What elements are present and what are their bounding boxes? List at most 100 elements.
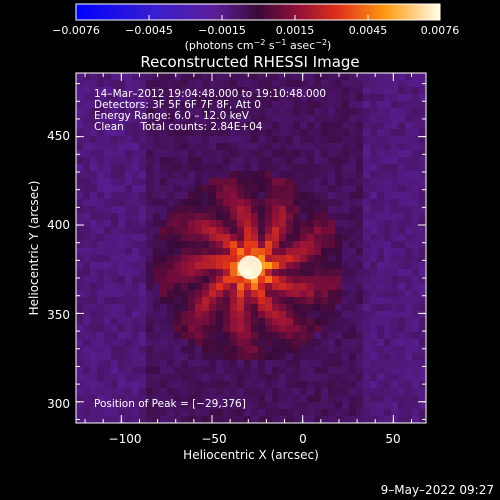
heatmap-cell xyxy=(328,143,335,150)
heatmap-cell xyxy=(363,80,370,87)
heatmap-cell xyxy=(118,80,125,87)
heatmap-cell xyxy=(342,178,349,185)
heatmap-cell xyxy=(181,374,188,381)
heatmap-cell xyxy=(321,381,328,388)
heatmap-cell xyxy=(139,227,146,234)
heatmap-cell xyxy=(272,178,279,185)
heatmap-cell xyxy=(202,199,209,206)
heatmap-cell xyxy=(321,276,328,283)
heatmap-cell xyxy=(153,94,160,101)
heatmap-cell xyxy=(363,402,370,409)
heatmap-cell xyxy=(216,199,223,206)
heatmap-cell xyxy=(398,227,405,234)
heatmap-cell xyxy=(188,353,195,360)
heatmap-cell xyxy=(97,339,104,346)
heatmap-cell xyxy=(300,395,307,402)
heatmap-cell xyxy=(342,122,349,129)
heatmap-cell xyxy=(286,283,293,290)
heatmap-cell xyxy=(251,367,258,374)
heatmap-cell xyxy=(195,395,202,402)
heatmap-cell xyxy=(97,129,104,136)
heatmap-cell xyxy=(363,108,370,115)
heatmap-cell xyxy=(342,136,349,143)
heatmap-cell xyxy=(153,157,160,164)
heatmap-cell xyxy=(321,339,328,346)
heatmap-cell xyxy=(244,360,251,367)
heatmap-cell xyxy=(321,73,328,80)
heatmap-cell xyxy=(412,325,419,332)
heatmap-cell xyxy=(272,129,279,136)
heatmap-cell xyxy=(286,101,293,108)
heatmap-cell xyxy=(349,339,356,346)
colorbar-tick-label: 0.0076 xyxy=(421,24,460,37)
heatmap-cell xyxy=(272,164,279,171)
heatmap-cell xyxy=(167,94,174,101)
heatmap-cell xyxy=(398,248,405,255)
heatmap-cell xyxy=(244,108,251,115)
heatmap-cell xyxy=(202,157,209,164)
heatmap-cell xyxy=(286,395,293,402)
x-tick-label: −50 xyxy=(201,432,226,446)
heatmap-cell xyxy=(342,409,349,416)
heatmap-cell xyxy=(279,227,286,234)
heatmap-cell xyxy=(104,192,111,199)
heatmap-cell xyxy=(195,241,202,248)
heatmap-cell xyxy=(391,353,398,360)
heatmap-cell xyxy=(258,409,265,416)
heatmap-cell xyxy=(188,360,195,367)
heatmap-cell xyxy=(314,374,321,381)
heatmap-cell xyxy=(342,199,349,206)
heatmap-cell xyxy=(223,416,230,423)
heatmap-cell xyxy=(377,227,384,234)
heatmap-cell xyxy=(384,136,391,143)
heatmap-cell xyxy=(314,73,321,80)
heatmap-cell xyxy=(195,136,202,143)
heatmap-cell xyxy=(153,255,160,262)
heatmap-cell xyxy=(293,269,300,276)
heatmap-cell xyxy=(293,185,300,192)
heatmap-cell xyxy=(419,255,426,262)
heatmap-cell xyxy=(314,199,321,206)
heatmap-cell xyxy=(391,255,398,262)
heatmap-cell xyxy=(230,136,237,143)
heatmap-cell xyxy=(104,402,111,409)
heatmap-cell xyxy=(321,416,328,423)
heatmap-cell xyxy=(293,171,300,178)
heatmap-cell xyxy=(76,206,83,213)
heatmap-cell xyxy=(223,367,230,374)
heatmap-cell xyxy=(258,199,265,206)
heatmap-cell xyxy=(279,234,286,241)
heatmap-cell xyxy=(342,220,349,227)
heatmap-cell xyxy=(181,241,188,248)
heatmap-cell xyxy=(195,150,202,157)
heatmap-cell xyxy=(153,150,160,157)
heatmap-cell xyxy=(153,115,160,122)
heatmap-cell xyxy=(356,220,363,227)
heatmap-cell xyxy=(146,87,153,94)
colorbar-ticks xyxy=(75,15,441,20)
heatmap-cell xyxy=(237,192,244,199)
heatmap-cell xyxy=(384,129,391,136)
heatmap-cell xyxy=(356,395,363,402)
heatmap-cell xyxy=(97,290,104,297)
heatmap-cell xyxy=(230,297,237,304)
heatmap-cell xyxy=(349,185,356,192)
heatmap-cell xyxy=(314,262,321,269)
heatmap-cell xyxy=(244,115,251,122)
heatmap-cell xyxy=(314,220,321,227)
heatmap-cell xyxy=(118,87,125,94)
heatmap-cell xyxy=(223,213,230,220)
heatmap-cell xyxy=(258,234,265,241)
heatmap-cell xyxy=(76,213,83,220)
heatmap-cell xyxy=(412,108,419,115)
heatmap-cell xyxy=(90,73,97,80)
heatmap-cell xyxy=(279,87,286,94)
heatmap-cell xyxy=(405,171,412,178)
heatmap-cell xyxy=(300,409,307,416)
heatmap-cell xyxy=(251,206,258,213)
heatmap-cell xyxy=(244,192,251,199)
heatmap-cell xyxy=(251,283,258,290)
heatmap-cell xyxy=(384,297,391,304)
heatmap-cell xyxy=(370,129,377,136)
heatmap-cell xyxy=(391,185,398,192)
